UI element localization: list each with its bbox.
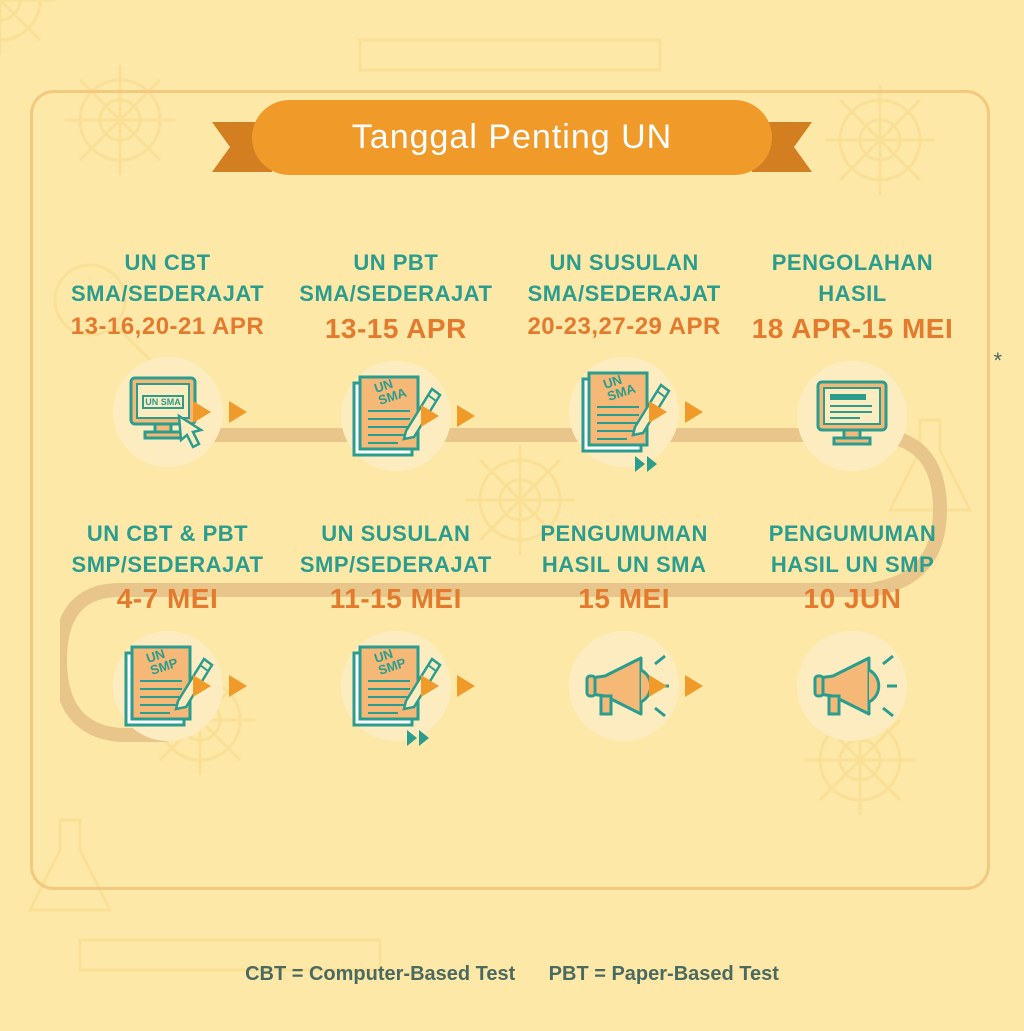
flow-arrow-icon	[193, 675, 211, 697]
item-label-1: UN PBT	[288, 250, 503, 275]
timeline-item: UN SUSULAN SMP/SEDERAJAT 11-15 MEI UN SMP	[288, 521, 503, 742]
doc-pen-ff-icon: UN SMA	[569, 357, 679, 467]
item-date: 11-15 MEI	[288, 583, 503, 615]
item-label-1: UN CBT & PBT	[60, 521, 275, 546]
item-label-1: PENGOLAHAN	[745, 250, 960, 275]
flow-arrow-icon	[685, 675, 703, 697]
timeline-item: UN CBT & PBT SMP/SEDERAJAT 4-7 MEI UN SMP	[60, 521, 275, 742]
item-label-1: UN SUSULAN	[517, 250, 732, 275]
item-label-2: HASIL UN SMA	[517, 552, 732, 577]
megaphone-icon	[569, 631, 679, 741]
item-label-2: SMA/SEDERAJAT	[288, 281, 503, 306]
flow-arrow-icon	[649, 675, 667, 697]
monitor-click-icon: UN SMA	[113, 357, 223, 467]
flow-arrow-icon	[229, 675, 247, 697]
flow-arrow-icon	[421, 405, 439, 427]
title-banner: Tanggal Penting UN	[252, 100, 772, 175]
item-label-2: SMP/SEDERAJAT	[288, 552, 503, 577]
doc-pen-icon: UN SMP	[113, 631, 223, 741]
legend-cbt: CBT = Computer-Based Test	[245, 963, 515, 985]
doc-pen-icon: UN SMA	[341, 361, 451, 471]
timeline-item: PENGOLAHAN HASIL 18 APR-15 MEI	[745, 250, 960, 471]
fast-forward-icon	[635, 456, 661, 477]
item-date: 13-16,20-21 APR	[60, 313, 275, 341]
item-label-1: PENGUMUMAN	[517, 521, 732, 546]
item-label-1: UN SUSULAN	[288, 521, 503, 546]
timeline-item: UN PBT SMA/SEDERAJAT 13-15 APR UN SMA	[288, 250, 503, 471]
timeline-row-2: UN CBT & PBTSMP/SEDERAJAT4-7 MEI UN SMP …	[60, 521, 960, 742]
timeline-rows: UN CBT SMA/SEDERAJAT 13-16,20-21 APR UN SM…	[60, 250, 960, 791]
flow-arrow-icon	[685, 401, 703, 423]
svg-text:UN SMA: UN SMA	[145, 397, 181, 407]
timeline-item: PENGUMUMAN HASIL UN SMP 10 JUN	[745, 521, 960, 742]
flow-arrow-icon	[457, 675, 475, 697]
megaphone-icon	[797, 631, 907, 741]
item-label-1: UN CBT	[60, 250, 275, 275]
flow-arrow-icon	[457, 405, 475, 427]
item-date: 4-7 MEI	[60, 583, 275, 615]
timeline-row-1: UN CBT SMA/SEDERAJAT 13-16,20-21 APR UN SM…	[60, 250, 960, 471]
item-label-1: PENGUMUMAN	[745, 521, 960, 546]
fast-forward-icon	[407, 730, 433, 751]
banner-title: Tanggal Penting UN	[352, 118, 672, 157]
item-label-2: HASIL UN SMP	[745, 552, 960, 577]
item-date: 20-23,27-29 APR	[517, 313, 732, 341]
item-label-2: HASIL	[745, 281, 960, 306]
item-label-2: SMA/SEDERAJAT	[60, 281, 275, 306]
flow-arrow-icon	[193, 401, 211, 423]
monitor-lines-icon	[797, 361, 907, 471]
doc-pen-ff-icon: UN SMP	[341, 631, 451, 741]
timeline-item: UN CBT SMA/SEDERAJAT 13-16,20-21 APR UN SM…	[60, 250, 275, 471]
item-date: 15 MEI	[517, 583, 732, 615]
timeline-item: UN SUSULAN SMA/SEDERAJAT 20-23,27-29 APR U…	[517, 250, 732, 471]
timeline-item: PENGUMUMAN HASIL UN SMA 15 MEI	[517, 521, 732, 742]
item-date: 10 JUN	[745, 583, 960, 615]
legend-pbt: PBT = Paper-Based Test	[549, 963, 779, 985]
legend: CBT = Computer-Based Test PBT = Paper-Ba…	[0, 963, 1024, 986]
flow-arrow-icon	[649, 401, 667, 423]
item-date: 18 APR-15 MEI	[745, 313, 960, 345]
item-label-2: SMP/SEDERAJAT	[60, 552, 275, 577]
item-label-2: SMA/SEDERAJAT	[517, 281, 732, 306]
flow-arrow-icon	[421, 675, 439, 697]
note-asterisk: *	[993, 348, 1002, 374]
item-date: 13-15 APR	[288, 313, 503, 345]
flow-arrow-icon	[229, 401, 247, 423]
